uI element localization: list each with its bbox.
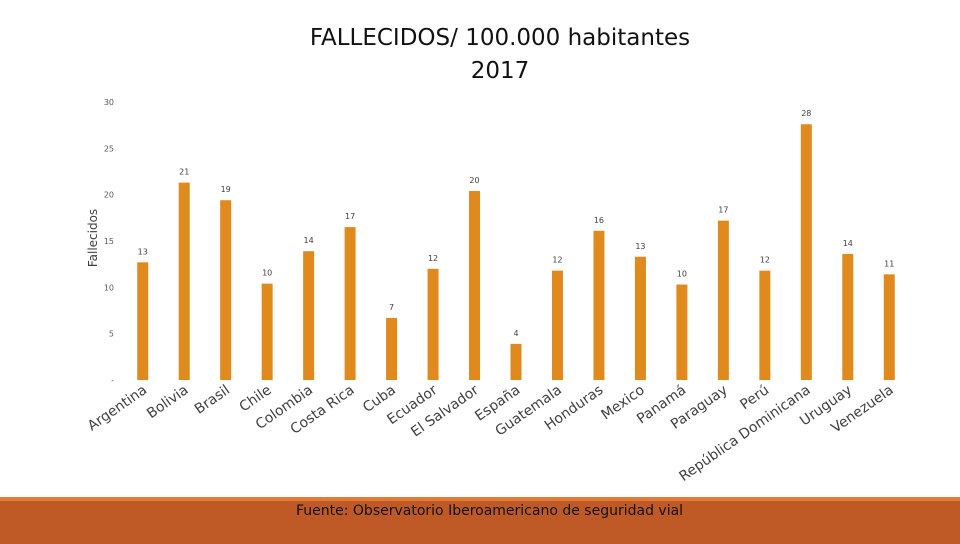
bar [717, 220, 729, 380]
category-label: Argentina [85, 382, 150, 434]
bar-chart: - 5 10 15 20 25 30 Fallecidos 13 Argentina 21 Boliv… [85, 98, 897, 485]
data-label: 17 [345, 212, 355, 221]
bar [883, 274, 895, 380]
data-label: 12 [552, 256, 562, 265]
chart-subtitle: 2017 [470, 58, 530, 84]
data-label: 7 [389, 303, 394, 312]
y-tick-label: 5 [109, 330, 114, 339]
chart-title-line1: FALLECIDOS/ 100.000 habitantes [309, 25, 691, 51]
bar [634, 256, 646, 380]
bar [842, 253, 854, 380]
data-label: 11 [884, 259, 894, 268]
data-label: 10 [677, 270, 687, 279]
y-tick-label: 10 [104, 283, 114, 292]
y-tick-label: - [111, 376, 114, 385]
data-label: 12 [428, 254, 438, 263]
data-label: 17 [718, 206, 728, 215]
bar [510, 343, 522, 380]
bar [759, 270, 771, 380]
y-tick-label: 25 [104, 144, 114, 153]
data-label: 13 [635, 242, 645, 251]
bar [303, 251, 315, 380]
y-axis-title: Fallecidos [86, 209, 100, 267]
data-label: 10 [262, 269, 272, 278]
data-label: 4 [513, 329, 518, 338]
bar [800, 124, 812, 381]
bar [593, 230, 605, 380]
chart-title: FALLECIDOS/ 100.000 habitantes 2017 [250, 22, 750, 88]
data-label: 19 [221, 185, 231, 194]
bar [676, 284, 688, 380]
data-label: 28 [801, 109, 811, 118]
data-label: 21 [179, 168, 189, 177]
y-tick-label: 15 [104, 237, 114, 246]
bar [178, 182, 190, 380]
bar [427, 268, 439, 380]
source-note: Fuente: Observatorio Iberoamericano de s… [296, 503, 684, 519]
bar [469, 190, 481, 380]
data-label: 20 [469, 176, 479, 185]
bar [220, 200, 232, 380]
bar [261, 283, 273, 380]
category-label: Bolivia [144, 382, 191, 422]
data-label: 14 [304, 236, 314, 245]
y-tick-label: 30 [104, 98, 114, 107]
data-label: 13 [138, 247, 148, 256]
bar [137, 262, 149, 380]
y-tick-label: 20 [104, 191, 114, 200]
footer-bar [0, 497, 960, 544]
category-label: Brasil [192, 382, 233, 417]
data-label: 14 [843, 239, 853, 248]
data-label: 16 [594, 216, 604, 225]
bar [551, 270, 563, 380]
bar [386, 317, 398, 380]
data-label: 12 [760, 256, 770, 265]
bar [344, 227, 356, 380]
